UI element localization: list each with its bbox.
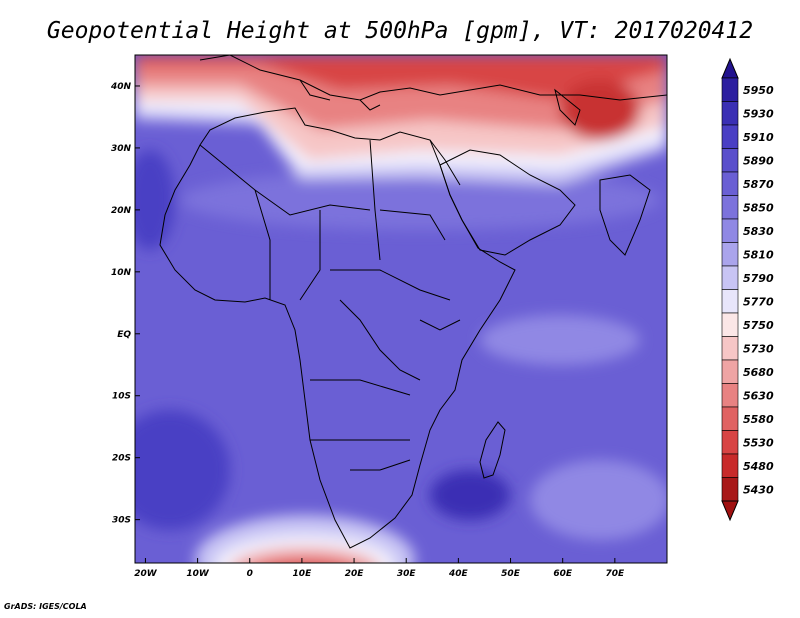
lat-tick-label: 30N (111, 144, 132, 154)
map-frame (134, 54, 668, 564)
lon-tick-label: 20W (134, 569, 158, 579)
colorbar-label: 5850 (743, 201, 774, 214)
colorbar-swatch (721, 336, 739, 361)
lon-tick-label: 50E (501, 569, 521, 579)
colorbar-label: 5930 (743, 107, 774, 120)
colorbar-swatch (721, 312, 739, 337)
lon-tick-label: 10W (186, 569, 210, 579)
lon-tick-label: 10E (293, 569, 313, 579)
colorbar-swatch (721, 430, 739, 455)
lat-tick-label: 10S (112, 392, 131, 402)
colorbar-legend: 5950 5930 5910 5890 5870 5850 5830 5810 5790 5770… (721, 57, 774, 522)
lat-tick-label: 40N (110, 82, 132, 92)
colorbar-label: 5950 (743, 84, 774, 97)
lon-tick-label: 70E (605, 569, 625, 579)
lon-tick-label: 60E (553, 569, 573, 579)
colorbar-swatch (721, 195, 739, 220)
lat-tick-label: 10N (111, 268, 132, 278)
longitude-axis: 20W 10W 0 10E 20E 30E 40E 50E 60E 70E (134, 558, 625, 579)
colorbar-label: 5890 (743, 154, 774, 167)
coastlines (159, 55, 667, 549)
colorbar-label: 5770 (743, 295, 774, 308)
colorbar-swatch (721, 359, 739, 384)
lon-tick-label: 30E (397, 569, 417, 579)
lat-tick-label: 20N (111, 206, 132, 216)
colorbar-swatch (721, 77, 739, 102)
colorbar-label: 5790 (743, 272, 774, 285)
colorbar-label: 5430 (743, 483, 774, 496)
colorbar-swatch (721, 124, 739, 149)
colorbar-label: 5830 (743, 225, 774, 238)
colorbar-top-arrow (721, 57, 739, 79)
colorbar-bottom-arrow (721, 500, 739, 522)
colorbar-swatch (721, 218, 739, 243)
lon-tick-label: 0 (247, 569, 253, 579)
colorbar-swatch (721, 453, 739, 478)
lat-tick-label: 30S (112, 516, 131, 526)
colorbar-swatch (721, 289, 739, 314)
lon-tick-label: 40E (448, 569, 469, 579)
colorbar-swatch (721, 148, 739, 173)
colorbar-swatch (721, 406, 739, 431)
colorbar-swatch (721, 242, 739, 267)
colorbar-label: 5480 (743, 460, 774, 473)
colorbar-label: 5750 (743, 319, 774, 332)
colorbar-label: 5630 (743, 389, 774, 402)
colorbar-label: 5810 (743, 248, 774, 261)
colorbar-swatch (721, 265, 739, 290)
colorbar-swatch (721, 101, 739, 126)
chart-title: Geopotential Height at 500hPa [gpm], VT:… (46, 18, 754, 44)
colorbar-swatch (721, 477, 739, 502)
colorbar-label: 5870 (743, 178, 774, 191)
height-field (135, 55, 667, 563)
colorbar-swatch (721, 383, 739, 408)
lat-tick-label: EQ (117, 330, 131, 340)
colorbar-label: 5680 (743, 366, 774, 379)
lat-tick-label: 20S (112, 454, 131, 464)
colorbar-label: 5730 (743, 342, 774, 355)
colorbar-label: 5530 (743, 436, 774, 449)
colorbar-swatch (721, 171, 739, 196)
lon-tick-label: 20E (345, 569, 365, 579)
latitude-axis: 40N 30N 20N 10N EQ 10S 20S 30S (110, 82, 140, 526)
credit-text: GrADS: IGES/COLA (4, 602, 87, 611)
colorbar-label: 5910 (743, 131, 774, 144)
colorbar-label: 5580 (743, 413, 774, 426)
